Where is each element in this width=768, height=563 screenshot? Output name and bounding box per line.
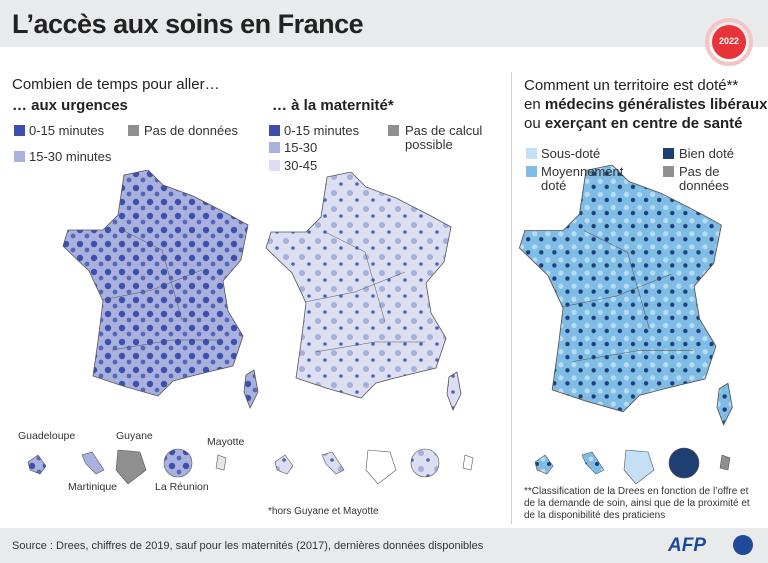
legend-label: Bien doté [679, 146, 734, 161]
legend-label: 0-15 minutes [29, 123, 105, 138]
source: Source : Drees, chiffres de 2019, sauf p… [12, 540, 484, 552]
map-maternite [265, 172, 462, 411]
footnote: **Classification de la Drees en fonction… [524, 486, 750, 521]
legend-label: Moyennement doté [541, 164, 624, 193]
swatch [128, 125, 139, 136]
text-bold: exerçant en centre de santé [544, 115, 743, 132]
swatch [269, 160, 280, 171]
legend-label: 15-30 [284, 140, 318, 155]
heading-line: en médecins généralistes libéraux [524, 95, 767, 114]
overseas-label: Martinique [68, 481, 118, 493]
legend-label: Pas de données [144, 123, 238, 138]
maternite-title: … à la maternité* [272, 97, 394, 114]
badge [705, 18, 753, 66]
title: L’accès aux soins en France [12, 9, 364, 39]
urgences-title: … aux urgences [12, 97, 128, 114]
swatch [663, 166, 674, 177]
legend-label: 0-15 minutes [284, 123, 360, 138]
legend-label: 15-30 minutes [29, 149, 112, 164]
swatch [269, 142, 280, 153]
legend-label: Pas de données [679, 164, 729, 193]
footnote: *hors Guyane et Mayotte [268, 506, 379, 517]
heading-line: ou exerçant en centre de santé [524, 114, 767, 133]
swatch [526, 166, 537, 177]
overseas-maternite [274, 448, 474, 485]
map-urgences [62, 170, 259, 409]
legend-label: Pas de calcul possible [405, 123, 483, 152]
swatch [14, 151, 25, 162]
swatch [526, 148, 537, 159]
text-bold: médecins généralistes libéraux [544, 96, 768, 113]
footer-bar [0, 528, 768, 563]
afp-logo: AFP [668, 535, 706, 556]
legend-label: Sous-doté [541, 146, 601, 161]
overseas-medecins [534, 447, 731, 485]
separator [511, 72, 512, 524]
overseas-label: La Réunion [155, 481, 209, 493]
swatch [663, 148, 674, 159]
afp-logo-mark [733, 535, 753, 555]
legend-label: 30-45 [284, 158, 318, 173]
swatch [14, 125, 25, 136]
overseas-label: Mayotte [207, 436, 245, 448]
right-heading: Comment un territoire est doté** en méde… [524, 76, 767, 133]
overseas-label: Guyane [116, 430, 153, 442]
map-medecins [518, 165, 733, 426]
heading-line: Comment un territoire est doté** [524, 77, 739, 94]
left-heading: Combien de temps pour aller… [12, 76, 220, 93]
overseas-label: Guadeloupe [18, 430, 76, 442]
swatch [388, 125, 399, 136]
swatch [269, 125, 280, 136]
badge-year: 2022 [718, 36, 740, 46]
overseas-urgences [27, 448, 227, 485]
header-bar [0, 0, 768, 47]
text: ou [524, 115, 545, 132]
text: en [524, 96, 545, 113]
